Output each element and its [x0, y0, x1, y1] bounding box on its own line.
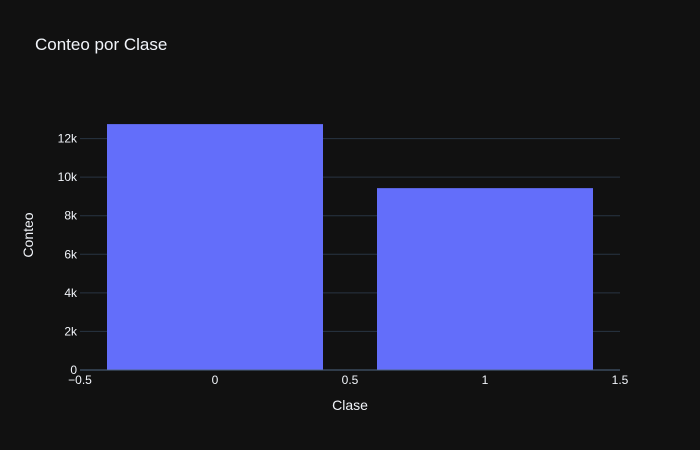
x-tick-label: 0	[212, 373, 219, 387]
x-tick-label: 0.5	[342, 373, 359, 387]
x-tick-label: 1.5	[612, 373, 629, 387]
y-tick-label: 6k	[64, 247, 78, 261]
chart-title: Conteo por Clase	[35, 35, 167, 54]
y-tick-label: 2k	[64, 324, 78, 338]
x-tick-label: −0.5	[68, 373, 92, 387]
y-tick-label: 10k	[58, 170, 78, 184]
y-tick-label: 12k	[58, 132, 78, 146]
y-tick-label: 0	[70, 363, 77, 377]
bars	[107, 124, 593, 370]
bar-class-0[interactable]	[107, 124, 323, 370]
y-tick-label: 8k	[64, 209, 78, 223]
x-axis-title: Clase	[332, 397, 368, 413]
y-axis-title: Conteo	[20, 212, 36, 257]
x-tick-label: 1	[482, 373, 489, 387]
y-tick-label: 4k	[64, 286, 78, 300]
bar-class-1[interactable]	[377, 188, 593, 370]
